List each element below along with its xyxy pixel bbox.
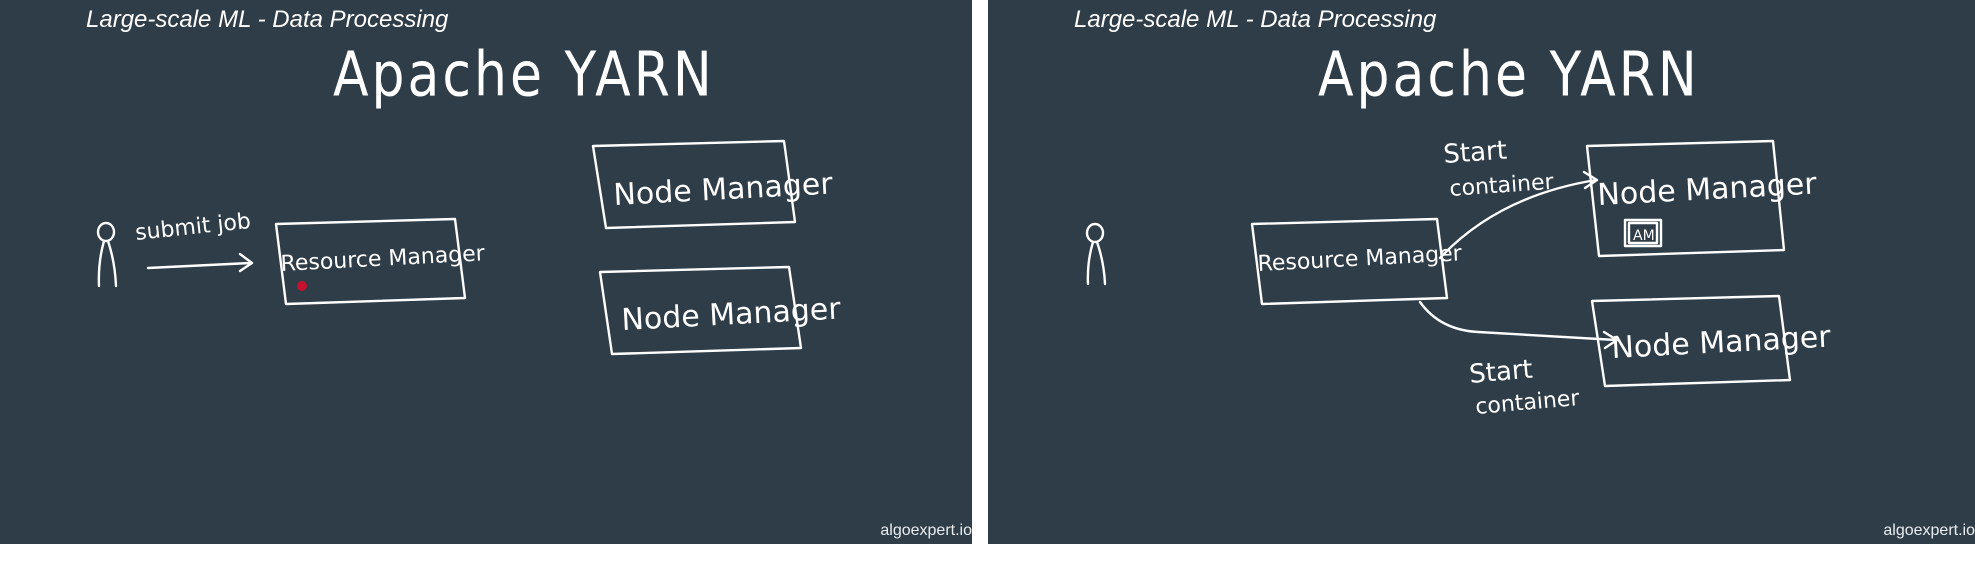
start-container-top-label-line1: Start — [1442, 136, 1507, 170]
user-icon — [96, 221, 118, 288]
diagram-board: Apache YARN submit job Resource Manager … — [96, 39, 843, 356]
start-container-bottom-label-line1: Start — [1468, 355, 1534, 390]
start-container-bottom-label-line2: container — [1474, 386, 1581, 420]
node-manager-1-label: Node Manager — [613, 167, 835, 213]
node-manager-box-1: Node Manager — [591, 139, 835, 230]
node-manager-box-1: Node Manager — [1585, 139, 1819, 258]
diagram-board: Apache YARN Resource Manager Start conta… — [1085, 39, 1833, 420]
diagram-title: Apache YARN — [333, 39, 715, 110]
resource-manager-label: Resource Manager — [1257, 241, 1463, 277]
submit-job-arrow — [146, 252, 254, 273]
node-manager-box-2: Node Manager — [598, 265, 843, 356]
node-manager-box-2: Node Manager — [1590, 294, 1833, 388]
app-master-label: AM — [1633, 228, 1655, 244]
submit-job-label: submit job — [134, 209, 252, 246]
slide-left: Large-scale ML - Data Processing Apache … — [0, 0, 972, 544]
diagram-title: Apache YARN — [1318, 39, 1700, 110]
watermark: algoexpert.io — [1883, 522, 1975, 539]
slide-header: Large-scale ML - Data Processing — [1074, 6, 1437, 33]
start-container-top-label-line2: container — [1449, 170, 1556, 202]
app-master-box: AM — [1623, 218, 1663, 248]
node-manager-2-label: Node Manager — [621, 292, 843, 338]
slide-right: Large-scale ML - Data Processing Apache … — [988, 0, 1975, 544]
user-icon — [1085, 222, 1107, 286]
node-manager-1-label: Node Manager — [1597, 167, 1819, 213]
laser-pointer-dot — [297, 281, 307, 291]
resource-manager-label: Resource Manager — [280, 241, 486, 277]
slide-header: Large-scale ML - Data Processing — [86, 6, 449, 33]
start-container-bottom-arrow — [1418, 300, 1619, 350]
resource-manager-box: Resource Manager — [1250, 217, 1463, 306]
node-manager-2-label: Node Manager — [1611, 320, 1833, 366]
watermark: algoexpert.io — [880, 522, 972, 539]
start-container-top-arrow — [1438, 170, 1599, 260]
resource-manager-box: Resource Manager — [274, 217, 486, 306]
